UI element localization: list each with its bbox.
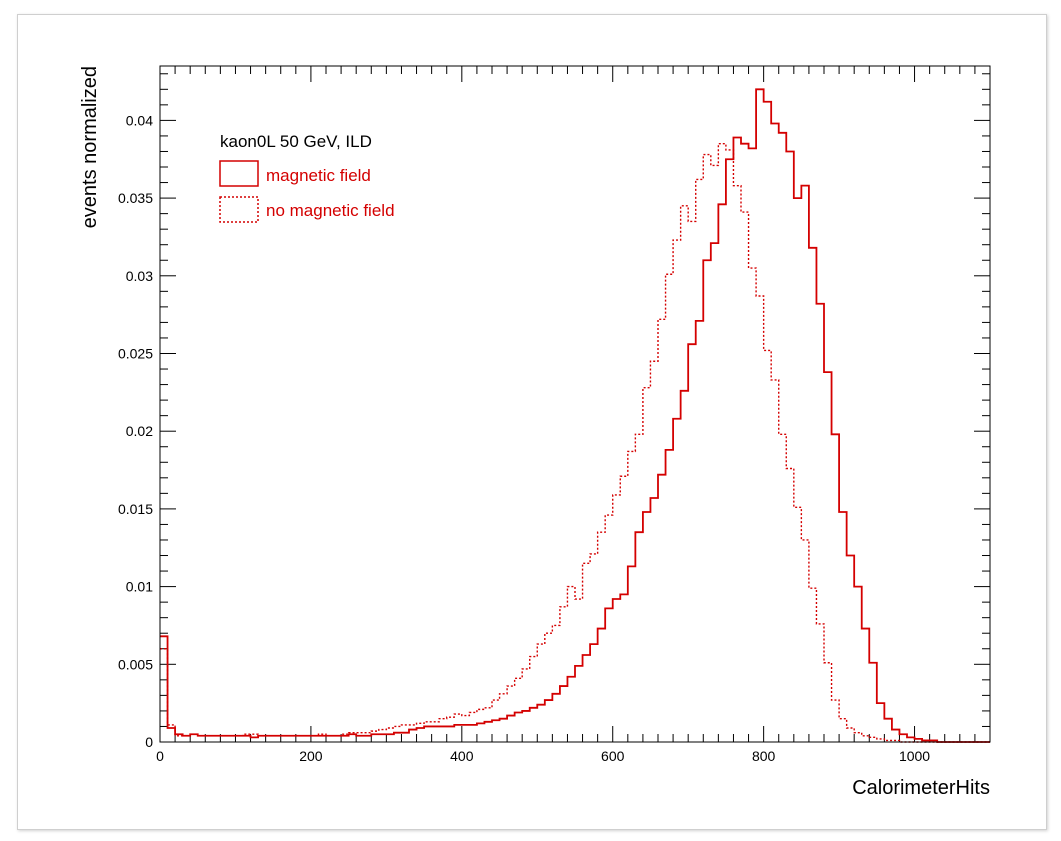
y-tick-label: 0.03 bbox=[126, 268, 153, 284]
x-tick-label: 600 bbox=[601, 748, 625, 764]
y-tick-label: 0.01 bbox=[126, 579, 153, 595]
legend-label-magnetic-field: magnetic field bbox=[266, 166, 371, 185]
legend-header: kaon0L 50 GeV, ILD bbox=[220, 132, 372, 151]
x-axis-title: CalorimeterHits bbox=[852, 777, 990, 799]
y-tick-label: 0 bbox=[145, 734, 153, 750]
x-tick-label: 400 bbox=[450, 748, 474, 764]
x-tick-label: 0 bbox=[156, 748, 164, 764]
y-axis-title: events normalized bbox=[79, 66, 101, 228]
y-tick-label: 0.005 bbox=[118, 656, 153, 672]
x-tick-label: 200 bbox=[299, 748, 323, 764]
series-line-magnetic-field bbox=[160, 88, 990, 743]
y-tick-label: 0.04 bbox=[126, 112, 153, 128]
legend: kaon0L 50 GeV, ILD magnetic field no mag… bbox=[219, 132, 395, 223]
series-line-no-magnetic-field bbox=[160, 143, 990, 743]
tick-labels: 0 200 400 600 800 1000 0 0.005 0.01 0.015 0.02 0.02… bbox=[118, 112, 930, 764]
y-tick-label: 0.025 bbox=[118, 345, 153, 361]
y-tick-label: 0.015 bbox=[118, 501, 153, 517]
legend-label-no-magnetic-field: no magnetic field bbox=[266, 201, 395, 220]
plot-frame bbox=[159, 65, 991, 743]
plot-canvas bbox=[17, 14, 1047, 830]
x-tick-label: 1000 bbox=[899, 748, 930, 764]
y-tick-label: 0.035 bbox=[118, 190, 153, 206]
series-layer bbox=[160, 88, 990, 743]
y-tick-label: 0.02 bbox=[126, 423, 153, 439]
legend-swatch-magnetic-field bbox=[219, 160, 259, 187]
x-tick-label: 800 bbox=[752, 748, 776, 764]
legend-swatch-no-magnetic-field bbox=[219, 196, 259, 223]
